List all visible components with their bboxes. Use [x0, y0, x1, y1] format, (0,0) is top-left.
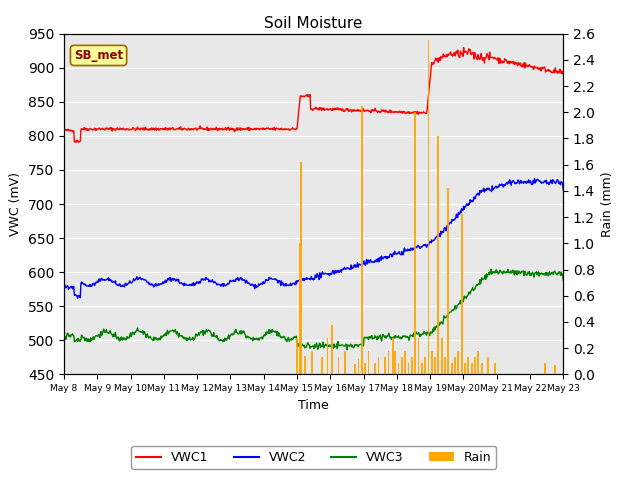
Legend: VWC1, VWC2, VWC3, Rain: VWC1, VWC2, VWC3, Rain: [131, 446, 496, 469]
Bar: [394, 351, 396, 374]
Bar: [378, 357, 380, 374]
Bar: [331, 324, 333, 374]
Y-axis label: Rain (mm): Rain (mm): [600, 171, 614, 237]
Bar: [384, 357, 386, 374]
Bar: [477, 351, 479, 374]
Bar: [364, 362, 366, 374]
Bar: [417, 338, 419, 374]
Bar: [305, 356, 306, 374]
Bar: [388, 351, 389, 374]
Bar: [311, 351, 313, 374]
Bar: [454, 357, 456, 374]
Bar: [424, 357, 426, 374]
Bar: [321, 357, 323, 374]
Bar: [471, 362, 472, 374]
Bar: [474, 357, 476, 374]
Bar: [344, 351, 346, 374]
Bar: [467, 357, 469, 374]
Bar: [299, 243, 301, 374]
Bar: [421, 362, 422, 374]
Bar: [367, 351, 369, 374]
Bar: [434, 357, 436, 374]
Bar: [397, 362, 399, 374]
Bar: [458, 351, 460, 374]
Bar: [494, 362, 496, 374]
Bar: [414, 112, 416, 374]
Bar: [300, 162, 302, 374]
Bar: [326, 338, 328, 374]
X-axis label: Time: Time: [298, 399, 329, 412]
Bar: [488, 357, 489, 374]
Bar: [374, 362, 376, 374]
Bar: [431, 351, 433, 374]
Bar: [392, 338, 394, 374]
Bar: [444, 357, 446, 374]
Bar: [447, 188, 449, 374]
Bar: [361, 106, 363, 374]
Bar: [404, 351, 406, 374]
Bar: [554, 365, 556, 374]
Title: Soil Moisture: Soil Moisture: [264, 16, 363, 31]
Bar: [441, 338, 443, 374]
Y-axis label: VWC (mV): VWC (mV): [10, 172, 22, 236]
Text: SB_met: SB_met: [74, 49, 123, 62]
Bar: [408, 362, 410, 374]
Bar: [464, 362, 466, 374]
Bar: [401, 357, 403, 374]
Bar: [428, 40, 429, 374]
Bar: [438, 136, 439, 374]
Bar: [544, 362, 546, 374]
Bar: [358, 359, 360, 374]
Bar: [451, 362, 452, 374]
Bar: [296, 338, 298, 374]
Bar: [411, 357, 413, 374]
Bar: [461, 215, 463, 374]
Bar: [338, 357, 339, 374]
Bar: [481, 362, 483, 374]
Bar: [355, 364, 356, 374]
